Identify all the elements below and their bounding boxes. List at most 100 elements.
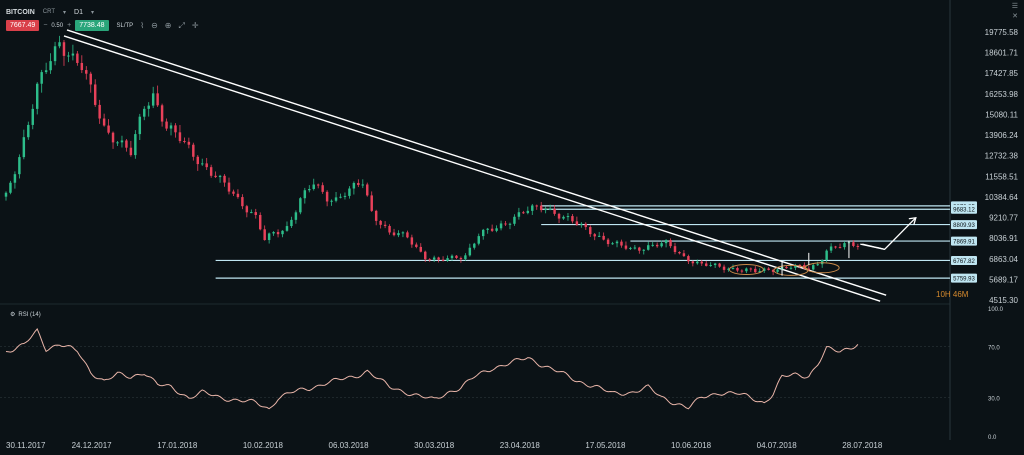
price-axis[interactable]: 19775.58 18601.71 17427.85 16253.98 15080.11…: [985, 28, 1019, 441]
candlestick-series: [4, 35, 860, 276]
candle-body: [272, 232, 275, 234]
close-icon[interactable]: ✕: [1012, 13, 1018, 20]
zoom-in-icon[interactable]: ⊕: [164, 21, 172, 30]
chart-annotations[interactable]: [728, 216, 917, 276]
candle-body: [53, 46, 57, 62]
quantity-field[interactable]: 0.50: [51, 22, 64, 29]
candle-body: [526, 210, 530, 214]
candle-body: [27, 124, 30, 138]
menu-icon[interactable]: ☰: [1011, 3, 1018, 10]
candle-body: [557, 213, 561, 219]
candle-body: [120, 140, 124, 143]
highlight-ellipse[interactable]: [728, 264, 764, 276]
candle-body: [740, 270, 744, 272]
candle-body: [620, 241, 623, 246]
candle-body: [504, 223, 507, 225]
rsi-tick-label: 0.0: [988, 435, 997, 441]
candle-body: [169, 125, 173, 129]
price-tag-box: [951, 255, 977, 265]
timeframe-dropdown-chevron-icon[interactable]: ▾: [90, 9, 94, 16]
candle-body: [143, 108, 146, 117]
candle-body: [366, 184, 369, 196]
candle-body: [477, 236, 480, 244]
buy-price-button[interactable]: 7738.48: [75, 20, 109, 31]
candle-body: [624, 245, 628, 249]
trendline-upper[interactable]: [63, 35, 881, 302]
sell-price-button[interactable]: 7667.49: [6, 20, 40, 31]
decrease-quantity-button[interactable]: −: [43, 22, 48, 29]
candle-body: [495, 228, 498, 231]
rsi-tick-label: 70.0: [988, 345, 1000, 351]
candle-body: [245, 206, 249, 213]
sl-tp-button[interactable]: SL/TP: [116, 22, 134, 29]
candle-body: [71, 53, 75, 56]
candle-body: [205, 163, 208, 168]
candle-body: [736, 267, 739, 271]
time-axis[interactable]: 30.11.2017 24.12.2017 17.01.2018 10.02.2018…: [6, 441, 883, 450]
candle-body: [459, 257, 463, 260]
candle-body: [481, 229, 485, 237]
candle-body: [44, 70, 48, 73]
candle-body: [116, 142, 119, 144]
candle-body: [606, 239, 610, 245]
symbol-dropdown-chevron-icon[interactable]: ▾: [63, 9, 67, 16]
candle-body: [424, 251, 427, 260]
candle-body: [160, 105, 164, 122]
candle-body: [731, 267, 735, 269]
candle-body: [745, 268, 748, 272]
price-tick-label: 10384.64: [985, 193, 1019, 202]
grid-lines: [0, 0, 951, 440]
time-tick-label: 10.06.2018: [671, 441, 712, 450]
candle-body: [339, 196, 342, 198]
candle-body: [513, 216, 516, 224]
candle-body: [727, 268, 730, 270]
candle-body: [655, 244, 659, 247]
candle-body: [571, 216, 574, 222]
trendline-lower[interactable]: [66, 29, 887, 296]
candle-body: [428, 259, 431, 261]
rsi-indicator-label[interactable]: ⚙ RSI (14): [10, 311, 41, 319]
rsi-line: [5, 328, 859, 410]
candle-body: [35, 83, 39, 109]
candle-body: [312, 184, 315, 189]
price-tick-label: 5689.17: [989, 275, 1018, 284]
candle-body: [285, 226, 289, 231]
candle-body: [201, 163, 204, 165]
candle-body: [343, 195, 347, 197]
candle-body: [602, 235, 605, 240]
crosshair-icon[interactable]: ✛: [191, 21, 199, 30]
price-tick-label: 8036.91: [989, 234, 1018, 243]
candle-body: [370, 195, 373, 211]
rsi-settings-icon[interactable]: ⚙: [10, 312, 16, 318]
candle-body: [49, 61, 52, 71]
candle-body: [696, 261, 699, 264]
candle-body: [383, 224, 387, 226]
time-tick-label: 30.11.2017: [6, 441, 46, 450]
candle-body: [406, 232, 409, 238]
time-tick-label: 06.03.2018: [329, 441, 370, 450]
candle-body: [825, 250, 828, 260]
time-tick-label: 04.07.2018: [757, 441, 798, 450]
timeframe-selector[interactable]: D1: [74, 8, 83, 16]
candle-body: [584, 223, 588, 228]
time-tick-label: 23.04.2018: [500, 441, 541, 450]
zoom-out-icon[interactable]: ⊖: [151, 21, 158, 30]
highlight-ellipse[interactable]: [804, 262, 840, 274]
projection-arrowhead: [908, 216, 917, 225]
line-chart-icon[interactable]: ⌇: [140, 21, 145, 30]
candle-body: [446, 258, 449, 261]
candle-body: [267, 233, 271, 241]
time-tick-label: 28.07.2018: [842, 441, 883, 450]
increase-quantity-button[interactable]: +: [67, 22, 72, 29]
candle-body: [299, 198, 302, 213]
trendline-channel[interactable]: [63, 29, 887, 302]
fit-screen-icon[interactable]: ⤢: [178, 20, 185, 30]
candle-body: [85, 70, 88, 74]
candle-body: [798, 264, 802, 266]
candle-body: [303, 190, 307, 199]
candle-body: [334, 197, 338, 201]
candle-body: [102, 118, 106, 126]
candle-body: [455, 255, 458, 258]
symbol-name[interactable]: BITCOIN: [6, 8, 35, 16]
